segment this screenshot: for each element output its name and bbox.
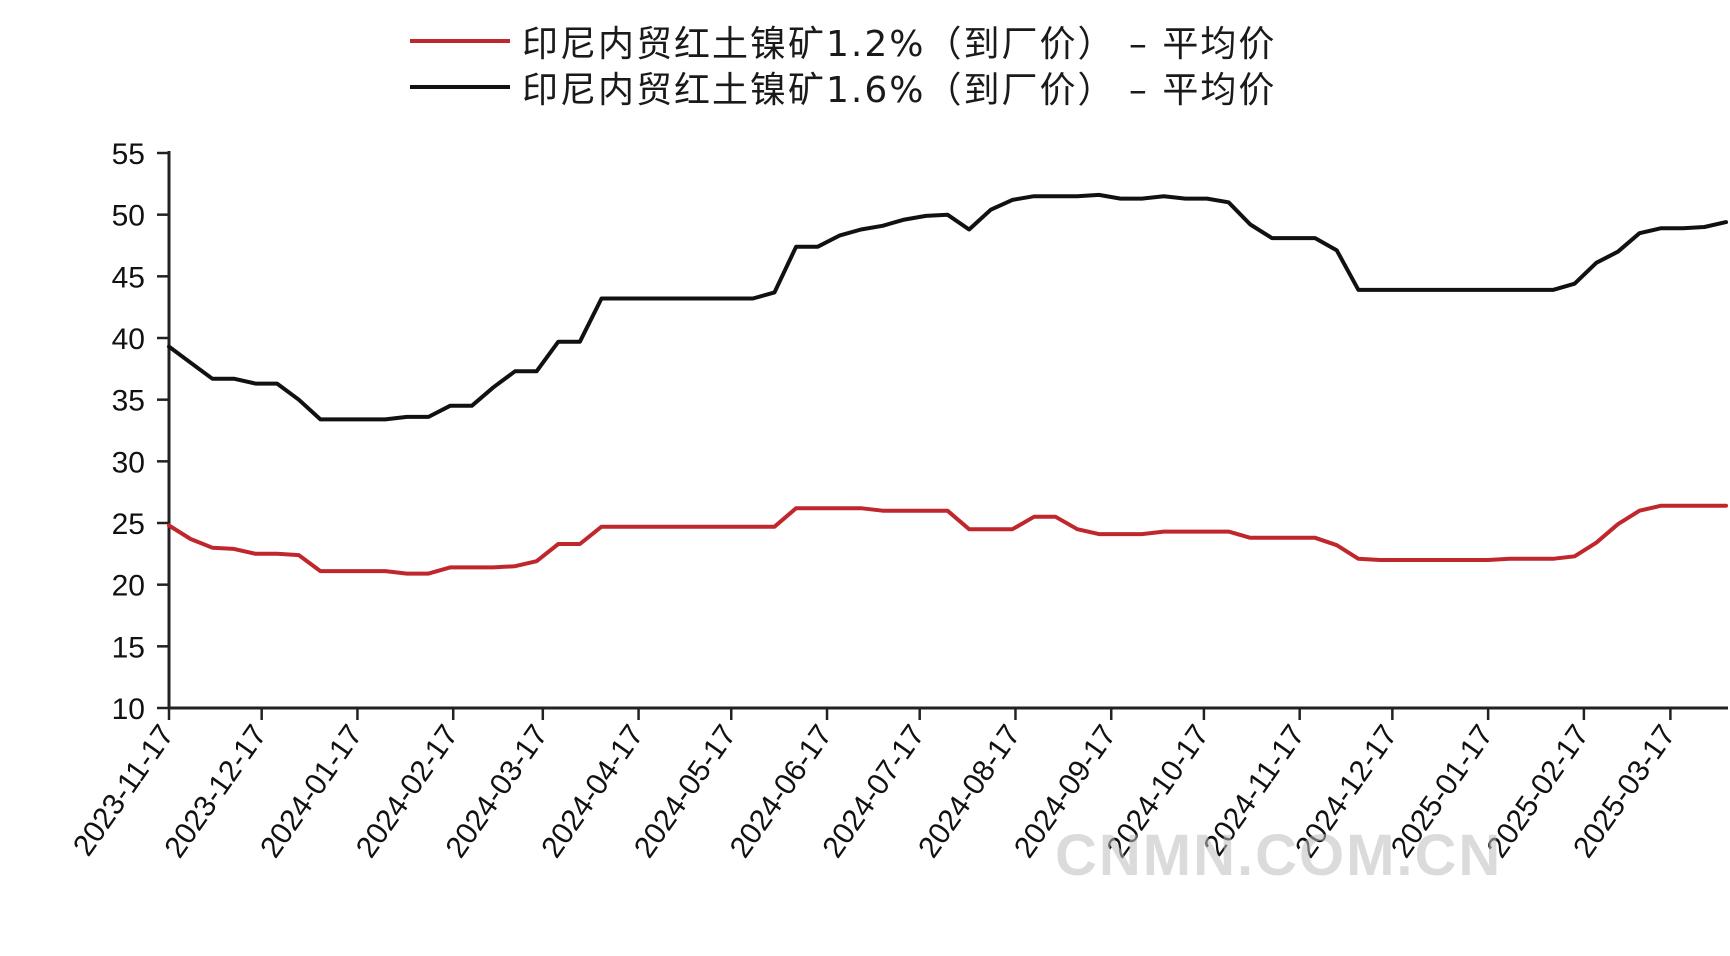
watermark: CNMN.COM.CN	[1055, 823, 1503, 888]
chart-legend: 印尼内贸红土镍矿1.2%（到厂价） – 平均价 印尼内贸红土镍矿1.6%（到厂价…	[410, 18, 1277, 111]
y-tick-label: 25	[112, 508, 145, 541]
series-line-2	[167, 192, 1728, 422]
legend-label-series-1: 印尼内贸红土镍矿1.2%（到厂价） – 平均价	[522, 24, 1277, 65]
chart-axes: 101520253035404550552023-11-172023-12-17…	[67, 138, 1728, 864]
legend-label-series-2: 印尼内贸红土镍矿1.6%（到厂价） – 平均价	[522, 70, 1277, 111]
y-tick-label: 35	[112, 385, 145, 418]
chart-series	[167, 192, 1728, 576]
legend-swatch-red	[410, 39, 510, 43]
y-tick-label: 20	[112, 570, 145, 603]
legend-item-series-2[interactable]: 印尼内贸红土镍矿1.6%（到厂价） – 平均价	[410, 64, 1277, 111]
y-tick-label: 55	[112, 138, 145, 171]
y-tick-label: 15	[112, 631, 145, 664]
y-tick-label: 45	[112, 261, 145, 294]
series-line-1	[167, 503, 1728, 576]
y-tick-label: 10	[112, 693, 145, 726]
y-tick-label: 30	[112, 446, 145, 479]
y-tick-label: 50	[112, 200, 145, 233]
y-tick-label: 40	[112, 323, 145, 356]
legend-item-series-1[interactable]: 印尼内贸红土镍矿1.2%（到厂价） – 平均价	[410, 18, 1277, 65]
legend-swatch-black	[410, 85, 510, 89]
